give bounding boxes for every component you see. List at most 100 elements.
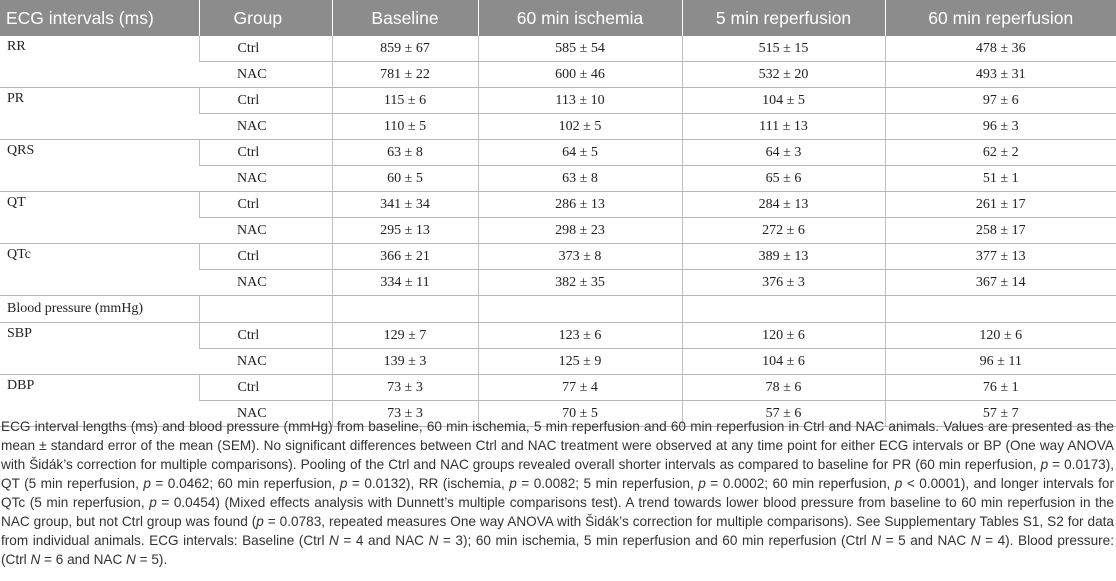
- value-cell: 110 ± 5: [331, 113, 478, 140]
- group-cell-nac: NAC: [199, 400, 332, 427]
- value-cell: 389 ± 13: [681, 243, 885, 270]
- caption-text: = 3); 60 min ischemia, 5 min reperfusion…: [438, 533, 872, 548]
- row-label-pr: PR: [0, 87, 199, 140]
- group-cell-ctrl: Ctrl: [198, 36, 332, 62]
- table-row: RR Ctrl 859 ± 67 585 ± 54 515 ± 15 478 ± 36: [0, 36, 1116, 88]
- row-label-qrs: QRS: [0, 139, 199, 192]
- row-label-dbp: DBP: [0, 374, 199, 427]
- caption-text: = 0.0783, repeated measures One way ANOV…: [1, 514, 1114, 548]
- value-cell: 102 ± 5: [477, 113, 682, 140]
- value-cell: 76 ± 1: [884, 374, 1116, 401]
- section-label-blood-pressure: Blood pressure (mmHg): [0, 295, 199, 323]
- table-row: DBP Ctrl 73 ± 3 77 ± 4 78 ± 6 76 ± 1: [0, 374, 1116, 427]
- value-cell: 377 ± 13: [884, 243, 1116, 270]
- group-cell-nac: NAC: [199, 113, 332, 140]
- header-ecg-intervals: ECG intervals (ms): [0, 0, 199, 36]
- caption-text: = 0.0454) (Mixed effects analysis with D…: [1, 495, 1114, 529]
- caption-italic-symbol: p: [256, 514, 264, 529]
- ecg-bp-table: ECG intervals (ms) Group Baseline 60 min…: [0, 0, 1116, 427]
- caption-italic-symbol: N: [428, 533, 439, 548]
- value-cell: 334 ± 11: [331, 269, 478, 296]
- value-cell: 62 ± 2: [884, 139, 1116, 166]
- caption-italic-symbol: N: [329, 533, 339, 548]
- empty-cell: [681, 295, 885, 323]
- value-cell: 376 ± 3: [681, 269, 885, 296]
- group-cell-ctrl: Ctrl: [198, 191, 332, 218]
- caption-text: = 0.0002; 60 min reperfusion,: [705, 476, 895, 491]
- header-60-min-ischemia: 60 min ischemia: [477, 0, 682, 36]
- row-label-sbp: SBP: [0, 322, 199, 375]
- value-cell: 859 ± 67: [331, 36, 478, 62]
- value-cell: 367 ± 14: [884, 269, 1116, 296]
- caption-text: = 0.0462; 60 min reperfusion,: [150, 476, 340, 491]
- value-cell: 120 ± 6: [884, 322, 1116, 349]
- table-row: PR Ctrl 115 ± 6 113 ± 10 104 ± 5 97 ± 6: [0, 87, 1116, 140]
- table-caption: ECG interval lengths (ms) and blood pres…: [1, 417, 1114, 569]
- value-cell: 781 ± 22: [331, 61, 478, 88]
- group-cell-nac: NAC: [199, 269, 332, 296]
- group-cell-nac: NAC: [199, 61, 332, 88]
- caption-italic-symbol: p: [894, 476, 903, 491]
- table-body: ECG intervals (ms) Group Baseline 60 min…: [0, 0, 1116, 427]
- caption-italic-symbol: N: [970, 533, 981, 548]
- value-cell: 63 ± 8: [331, 139, 478, 166]
- value-cell: 65 ± 6: [681, 165, 885, 192]
- value-cell: 600 ± 46: [477, 61, 682, 88]
- table-row: NAC 110 ± 5 102 ± 5 111 ± 13 96 ± 3: [0, 113, 1116, 140]
- group-cell-ctrl: Ctrl: [198, 243, 332, 270]
- value-cell: 493 ± 31: [884, 61, 1116, 88]
- caption-text: < 0.0001), and longer intervals for QTc …: [1, 476, 1114, 510]
- table-row: NAC 60 ± 5 63 ± 8 65 ± 6 51 ± 1: [0, 165, 1116, 192]
- table-row: QTc Ctrl 366 ± 21 373 ± 8 389 ± 13 377 ± 13: [0, 243, 1116, 296]
- empty-cell: [198, 295, 332, 323]
- header-baseline: Baseline: [331, 0, 478, 36]
- caption-text: = 5).: [135, 552, 168, 567]
- value-cell: 295 ± 13: [331, 217, 478, 244]
- value-cell: 366 ± 21: [331, 243, 478, 270]
- caption-text: = 0.0173), QT (5 min reperfusion,: [1, 457, 1114, 491]
- value-cell: 341 ± 34: [331, 191, 478, 218]
- caption-italic-symbol: N: [126, 552, 136, 567]
- table-header-row: ECG intervals (ms) Group Baseline 60 min…: [0, 0, 1116, 36]
- value-cell: 286 ± 13: [477, 191, 682, 218]
- value-cell: 73 ± 3: [331, 374, 478, 401]
- value-cell: 77 ± 4: [477, 374, 682, 401]
- value-cell: 70 ± 5: [477, 400, 682, 427]
- caption-italic-symbol: p: [149, 495, 157, 510]
- header-group: Group: [198, 0, 332, 36]
- value-cell: 478 ± 36: [884, 36, 1116, 62]
- empty-cell: [331, 295, 478, 323]
- value-cell: 120 ± 6: [681, 322, 885, 349]
- value-cell: 60 ± 5: [331, 165, 478, 192]
- value-cell: 284 ± 13: [681, 191, 885, 218]
- value-cell: 51 ± 1: [884, 165, 1116, 192]
- value-cell: 515 ± 15: [681, 36, 885, 62]
- value-cell: 115 ± 6: [331, 87, 478, 114]
- value-cell: 139 ± 3: [331, 348, 478, 375]
- empty-cell: [884, 295, 1116, 323]
- caption-italic-symbol: N: [30, 552, 41, 567]
- row-label-rr: RR: [0, 36, 199, 88]
- table-row: NAC 139 ± 3 125 ± 9 104 ± 6 96 ± 11: [0, 348, 1116, 375]
- caption-text: = 6 and NAC: [40, 552, 127, 567]
- value-cell: 64 ± 5: [477, 139, 682, 166]
- table-row: NAC 781 ± 22 600 ± 46 532 ± 20 493 ± 31: [0, 61, 1116, 88]
- value-cell: 125 ± 9: [477, 348, 682, 375]
- value-cell: 111 ± 13: [681, 113, 885, 140]
- header-60-min-reperfusion: 60 min reperfusion: [884, 0, 1116, 36]
- value-cell: 113 ± 10: [477, 87, 682, 114]
- value-cell: 532 ± 20: [681, 61, 885, 88]
- group-cell-ctrl: Ctrl: [198, 374, 332, 401]
- group-cell-ctrl: Ctrl: [198, 139, 332, 166]
- value-cell: 585 ± 54: [477, 36, 682, 62]
- value-cell: 78 ± 6: [681, 374, 885, 401]
- value-cell: 382 ± 35: [477, 269, 682, 296]
- group-cell-nac: NAC: [199, 217, 332, 244]
- caption-text: = 4). Blood pressure: (Ctrl: [1, 533, 1115, 567]
- group-cell-ctrl: Ctrl: [198, 322, 332, 349]
- value-cell: 258 ± 17: [884, 217, 1116, 244]
- caption-text: ECG interval lengths (ms) and blood pres…: [1, 419, 1114, 472]
- table-row: NAC 295 ± 13 298 ± 23 272 ± 6 258 ± 17: [0, 217, 1116, 244]
- value-cell: 57 ± 6: [681, 400, 885, 427]
- caption-italic-symbol: N: [871, 533, 882, 548]
